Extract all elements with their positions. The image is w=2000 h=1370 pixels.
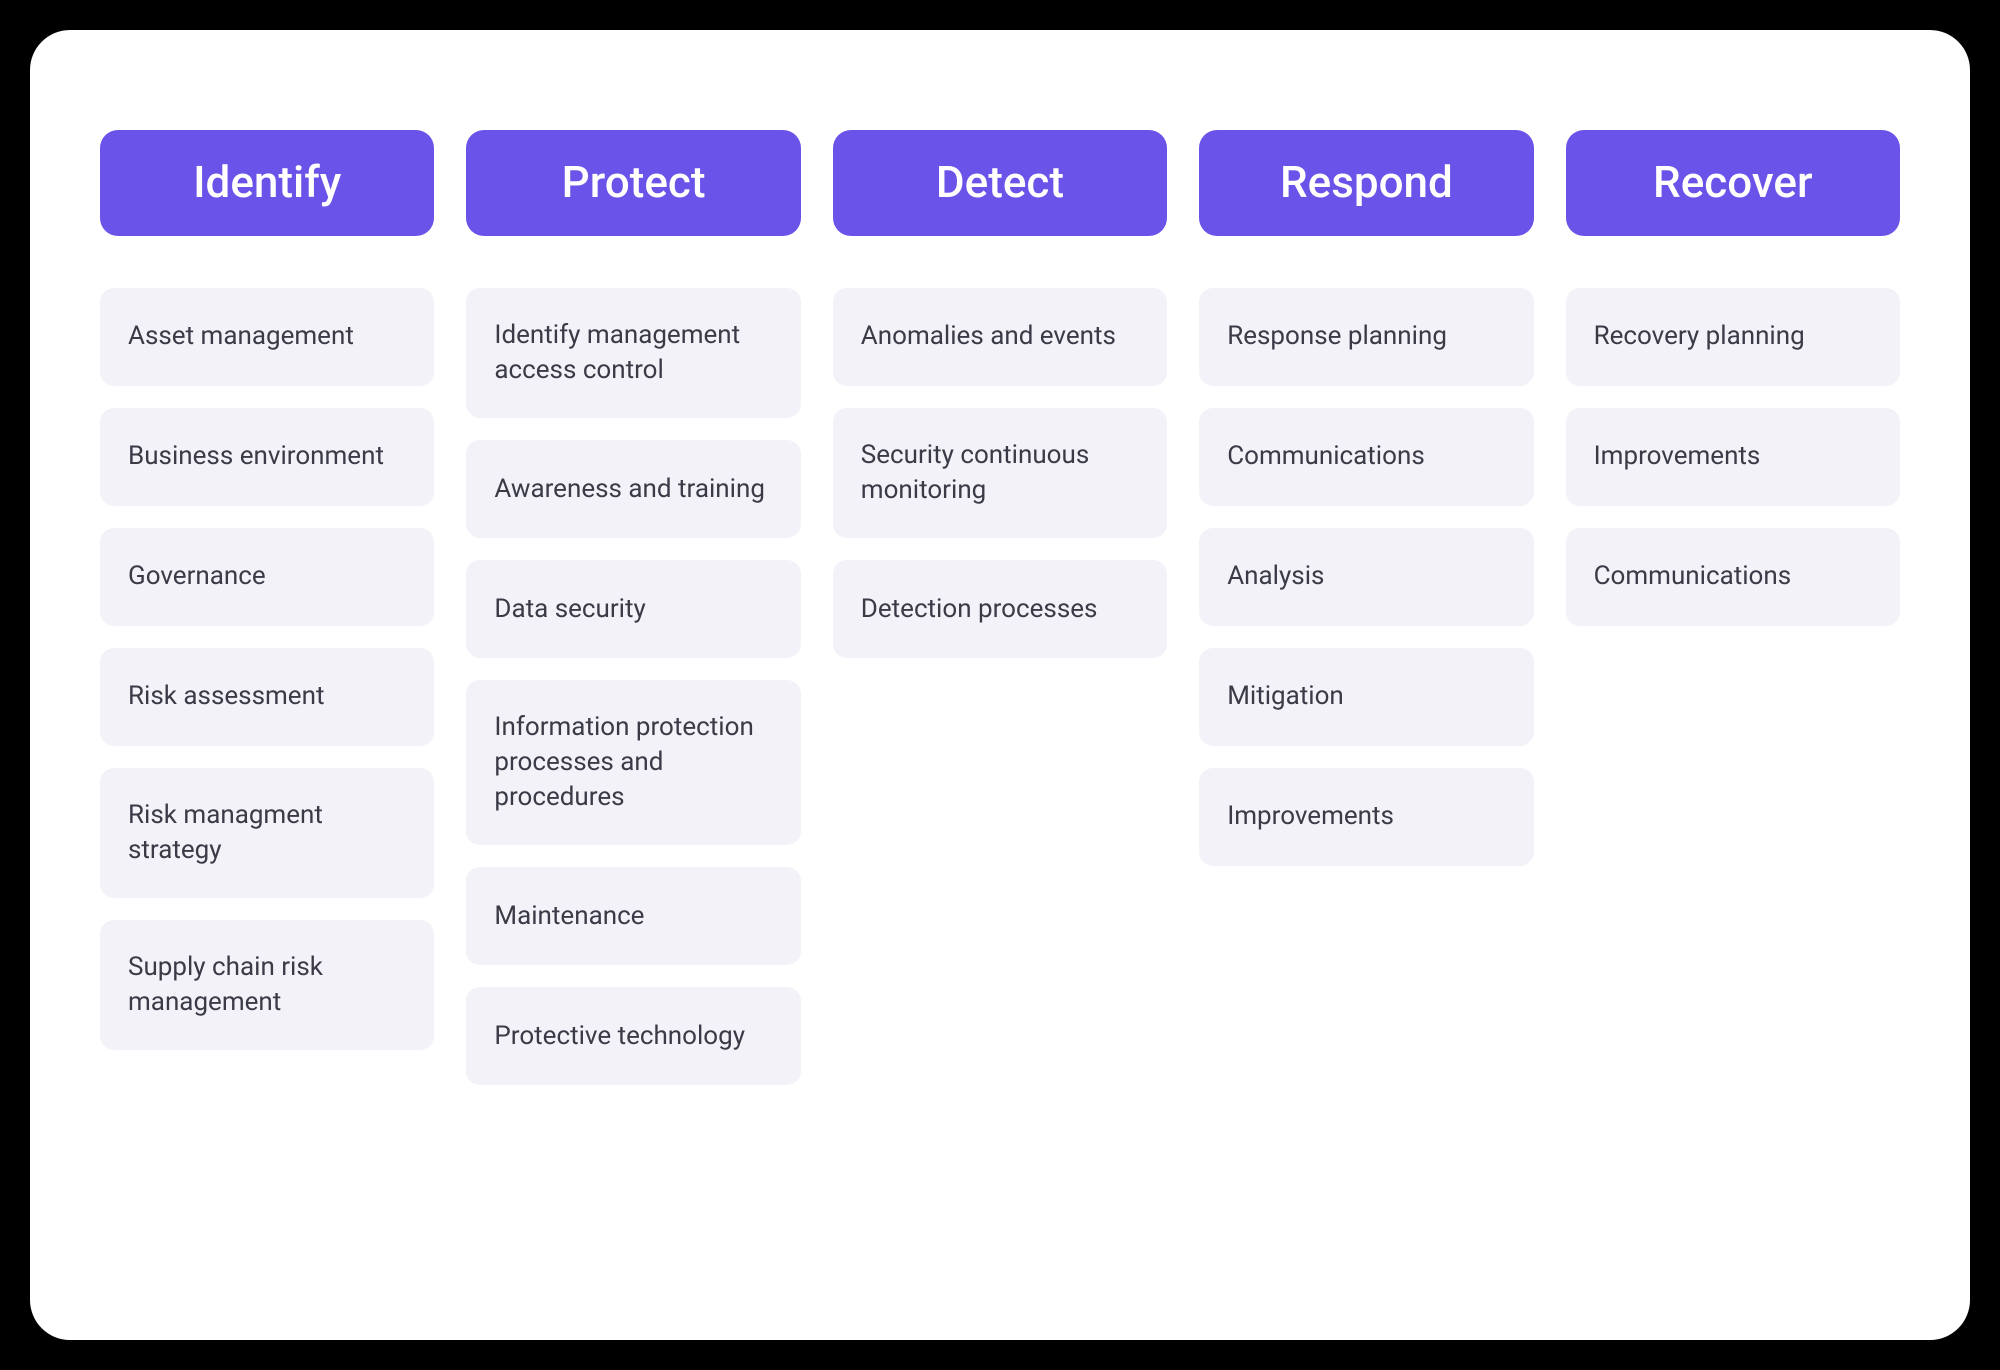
item-identify-0: Asset management [100, 288, 434, 386]
item-respond-4: Improvements [1199, 768, 1533, 866]
item-detect-0: Anomalies and events [833, 288, 1167, 386]
item-identify-3: Risk assessment [100, 648, 434, 746]
item-respond-3: Mitigation [1199, 648, 1533, 746]
column-identify: Identify Asset management Business envir… [100, 130, 434, 1085]
item-protect-2: Data security [466, 560, 800, 658]
column-header-protect: Protect [466, 130, 800, 236]
item-identify-1: Business environment [100, 408, 434, 506]
item-identify-4: Risk managment strategy [100, 768, 434, 898]
item-recover-1: Improvements [1566, 408, 1900, 506]
column-recover: Recover Recovery planning Improvements C… [1566, 130, 1900, 1085]
item-detect-2: Detection processes [833, 560, 1167, 658]
item-identify-5: Supply chain risk management [100, 920, 434, 1050]
framework-card: Identify Asset management Business envir… [30, 30, 1970, 1340]
item-protect-3: Information protection processes and pro… [466, 680, 800, 845]
column-header-identify: Identify [100, 130, 434, 236]
column-header-recover: Recover [1566, 130, 1900, 236]
column-respond: Respond Response planning Communications… [1199, 130, 1533, 1085]
item-protect-1: Awareness and training [466, 440, 800, 538]
item-protect-0: Identify management access control [466, 288, 800, 418]
item-respond-2: Analysis [1199, 528, 1533, 626]
item-identify-2: Governance [100, 528, 434, 626]
item-recover-2: Communications [1566, 528, 1900, 626]
item-respond-0: Response planning [1199, 288, 1533, 386]
item-respond-1: Communications [1199, 408, 1533, 506]
columns-grid: Identify Asset management Business envir… [100, 130, 1900, 1085]
item-protect-4: Maintenance [466, 867, 800, 965]
item-recover-0: Recovery planning [1566, 288, 1900, 386]
item-detect-1: Security continuous monitoring [833, 408, 1167, 538]
column-header-respond: Respond [1199, 130, 1533, 236]
column-detect: Detect Anomalies and events Security con… [833, 130, 1167, 1085]
column-header-detect: Detect [833, 130, 1167, 236]
item-protect-5: Protective technology [466, 987, 800, 1085]
column-protect: Protect Identify management access contr… [466, 130, 800, 1085]
